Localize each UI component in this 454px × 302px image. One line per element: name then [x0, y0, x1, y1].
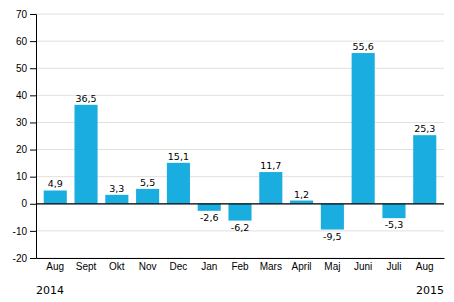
y-axis: -20 -10 0 10 20 30 40 50 60 70 [13, 9, 37, 264]
y-tick: 60 [16, 36, 36, 47]
y-tick: -10 [13, 226, 36, 237]
y-tick-mark [30, 150, 36, 151]
y-tick: 0 [21, 198, 36, 209]
data-label: -9,5 [323, 231, 342, 242]
x-tick: Mars [260, 258, 282, 272]
y-tick-label: 60 [16, 36, 28, 47]
bar [105, 195, 128, 204]
x-tick: April [292, 258, 312, 272]
x-tick: Okt [109, 258, 125, 272]
grid [36, 14, 444, 258]
annotations: 2014 2015 [36, 284, 444, 297]
data-label: -2,6 [200, 212, 219, 223]
y-tick-label: 50 [16, 63, 28, 74]
zero-line [36, 203, 444, 204]
y-tick: 20 [16, 144, 36, 155]
y-tick: 70 [16, 9, 36, 20]
y-tick-mark [30, 41, 36, 42]
x-tick-label: April [292, 261, 312, 272]
x-tick-label: Aug [416, 261, 434, 272]
x-tick-label: Nov [139, 261, 157, 272]
grid-line [36, 14, 444, 15]
x-axis: Aug Sept Okt Nov Dec Jan Feb Mars April Maj Juni Ju… [37, 258, 445, 272]
x-tick: Aug [46, 258, 64, 272]
plot-area [44, 53, 437, 229]
bar [167, 163, 190, 204]
x-axis-line [37, 258, 445, 259]
x-tick: Maj [324, 258, 340, 272]
bar [228, 204, 251, 221]
grid-line [36, 95, 444, 96]
data-labels: 4,9 36,5 3,3 5,5 15,1 -2,6 -6,2 11,7 1,2 -9,5 55,6… [48, 41, 436, 242]
y-tick: 40 [16, 90, 36, 101]
bar [259, 172, 282, 204]
y-tick-label: 70 [16, 9, 28, 20]
bar [198, 204, 221, 211]
y-tick: 10 [16, 171, 36, 182]
bar [44, 190, 67, 203]
data-label: 5,5 [140, 177, 155, 188]
grid-line [36, 68, 444, 69]
bar [321, 204, 344, 230]
x-tick-label: Feb [231, 261, 249, 272]
y-tick-mark [30, 204, 36, 205]
x-tick-label: Dec [170, 261, 188, 272]
y-tick: -20 [13, 253, 36, 264]
y-axis-line [30, 15, 37, 259]
y-tick-mark [30, 68, 36, 69]
grid-line [36, 203, 444, 204]
chart: Aug Sept Okt Nov Dec Jan Feb Mars April Maj Juni Ju… [0, 0, 454, 302]
y-tick-label: 10 [16, 171, 28, 182]
data-label: 11,7 [260, 160, 281, 171]
y-tick-mark [30, 231, 36, 232]
x-tick: Aug [416, 258, 434, 272]
y-tick-mark [30, 177, 36, 178]
y-tick-label: 30 [16, 117, 28, 128]
year-label: 2015 [416, 284, 444, 297]
data-label: 25,3 [414, 123, 435, 134]
x-tick-label: Maj [324, 261, 340, 272]
x-tick-label: Aug [46, 261, 64, 272]
y-tick-mark [30, 122, 36, 123]
x-tick-label: Sept [76, 261, 97, 272]
bar [136, 189, 159, 204]
y-tick-label: 20 [16, 144, 28, 155]
data-label: 36,5 [75, 93, 96, 104]
y-tick-label: -20 [13, 253, 28, 264]
x-tick: Nov [139, 258, 157, 272]
bar [352, 53, 375, 204]
bar [74, 105, 97, 204]
y-tick: 30 [16, 117, 36, 128]
data-label: 55,6 [353, 41, 374, 52]
data-label: 1,2 [294, 189, 309, 200]
data-label: 3,3 [109, 183, 124, 194]
x-tick-label: Juni [354, 261, 372, 272]
y-tick-mark [30, 14, 36, 15]
x-tick: Sept [76, 258, 97, 272]
x-tick-label: Mars [260, 261, 282, 272]
x-tick-label: Okt [109, 261, 125, 272]
data-label: 4,9 [48, 178, 63, 189]
y-tick-mark [30, 95, 36, 96]
x-tick: Juni [354, 258, 372, 272]
x-tick-label: Jan [201, 261, 217, 272]
x-tick: Juli [386, 258, 401, 272]
x-tick: Feb [231, 258, 249, 272]
y-tick-label: 0 [21, 198, 27, 209]
bar [382, 204, 405, 218]
grid-line [36, 41, 444, 42]
y-tick-mark [30, 258, 36, 259]
y-tick-label: -10 [13, 226, 28, 237]
x-tick-label: Juli [386, 261, 401, 272]
data-label: -5,3 [385, 219, 404, 230]
y-tick-label: 40 [16, 90, 28, 101]
data-label: -6,2 [231, 222, 250, 233]
x-tick: Jan [201, 258, 217, 272]
x-tick: Dec [170, 258, 188, 272]
bar [413, 135, 436, 204]
year-label: 2014 [36, 284, 64, 297]
y-tick: 50 [16, 63, 36, 74]
grid-line [36, 258, 444, 259]
data-label: 15,1 [168, 151, 189, 162]
